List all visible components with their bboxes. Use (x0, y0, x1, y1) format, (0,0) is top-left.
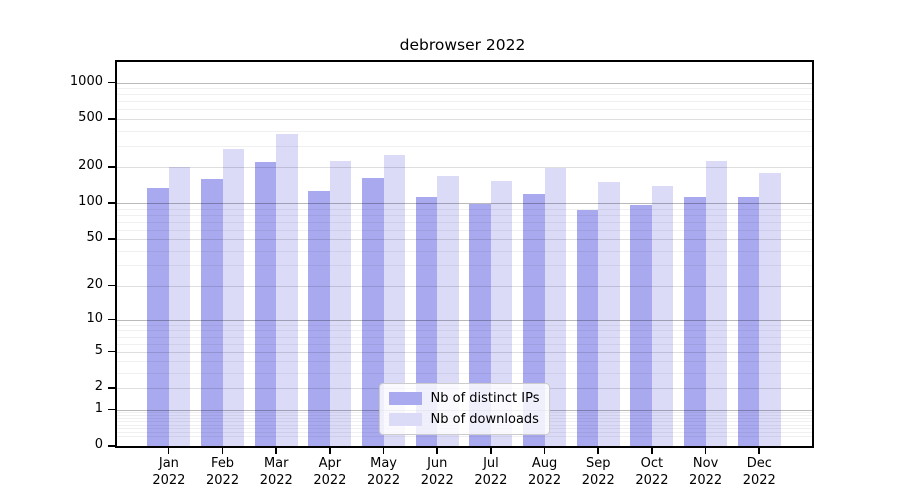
y-axis-tick-mark-20 (108, 284, 115, 287)
x-axis-tick-label-jul: Jul 2022 (474, 456, 508, 488)
bar-feb-downloads (222, 149, 245, 446)
bar-mar-downloads (276, 134, 298, 446)
y-axis-tick-mark-200 (108, 166, 115, 168)
y-axis-tick-label-0: 0 (94, 437, 103, 452)
x-axis-tick-label-oct: Oct 2022 (635, 456, 669, 488)
x-axis-tick-label-aug: Aug 2022 (528, 456, 562, 488)
x-axis-tick-mark-dec (758, 448, 760, 454)
bar-nov-downloads (705, 161, 728, 446)
x-axis-tick-mark-apr (328, 448, 331, 454)
x-axis-tick-label-nov: Nov 2022 (689, 456, 723, 488)
y-axis-tick-label-500: 500 (78, 110, 103, 125)
y-axis-tick-label-1: 1 (94, 400, 103, 416)
y-axis-tick-label-50: 50 (86, 230, 103, 246)
bar-dec-distinct-ips (737, 197, 760, 446)
x-axis-tick-mark-nov (704, 448, 707, 454)
x-axis-tick-label-sep: Sep 2022 (581, 456, 615, 488)
legend-label-downloads: Nb of downloads (430, 412, 539, 427)
bar-nov-distinct-ips (684, 197, 706, 446)
bar-may-downloads (383, 155, 406, 446)
bar-oct-distinct-ips (630, 205, 652, 446)
x-axis-tick-mark-sep (597, 448, 599, 454)
bar-jul-downloads (490, 181, 513, 446)
x-axis-tick-label-feb: Feb 2022 (206, 456, 240, 488)
legend-label-distinct-ips: Nb of distinct IPs (430, 391, 540, 406)
legend-entry-downloads: Nb of downloads (388, 412, 540, 427)
x-axis-tick-mark-mar (275, 448, 277, 454)
y-axis-tick-mark-1 (108, 408, 115, 411)
y-axis-tick-mark-5 (108, 350, 115, 353)
legend-swatch-distinct-ips (388, 392, 422, 405)
x-axis-tick-label-dec: Dec 2022 (742, 456, 776, 488)
x-axis-tick-mark-aug (543, 448, 546, 454)
legend-entry-distinct-ips: Nb of distinct IPs (388, 391, 540, 406)
y-axis-tick-mark-10 (108, 318, 115, 321)
legend: Nb of distinct IPs Nb of downloads (378, 383, 551, 435)
bar-may-distinct-ips (362, 177, 384, 446)
x-axis-tick-mark-may (382, 448, 385, 454)
x-axis-tick-mark-feb (221, 448, 224, 454)
x-axis-tick-mark-jun (436, 448, 438, 454)
x-axis-tick-label-may: May 2022 (367, 456, 401, 488)
legend-swatch-downloads (388, 413, 422, 426)
chart-title: debrowser 2022 (399, 36, 526, 54)
y-axis-tick-mark-0 (108, 445, 115, 447)
bar-sep-distinct-ips (576, 209, 599, 446)
y-axis-tick-mark-100 (108, 202, 115, 204)
y-axis-tick-mark-2 (108, 387, 115, 389)
bar-jun-downloads (437, 175, 459, 446)
bar-aug-downloads (544, 168, 567, 446)
y-axis-tick-label-2: 2 (94, 379, 103, 395)
y-axis-tick-label-100: 100 (78, 194, 103, 210)
x-axis-tick-mark-jan (167, 448, 170, 454)
bar-jan-distinct-ips (147, 187, 169, 446)
y-axis-tick-mark-1000 (108, 81, 115, 84)
x-axis-tick-label-jun: Jun 2022 (420, 456, 454, 488)
y-axis-tick-label-20: 20 (86, 276, 103, 292)
y-axis-tick-label-1000: 1000 (69, 73, 103, 89)
bar-mar-distinct-ips (254, 162, 277, 446)
bar-feb-distinct-ips (201, 178, 223, 446)
bar-apr-distinct-ips (308, 191, 330, 446)
bar-oct-downloads (651, 185, 674, 446)
bar-jan-downloads (168, 167, 191, 446)
x-axis-tick-mark-jul (489, 448, 492, 454)
plot-area: Nb of distinct IPs Nb of downloads (115, 60, 814, 448)
x-axis-tick-label-jan: Jan 2022 (152, 456, 186, 488)
bar-dec-downloads (759, 172, 781, 446)
y-axis-tick-mark-500 (108, 118, 115, 120)
x-axis-tick-mark-oct (650, 448, 653, 454)
bar-apr-downloads (329, 160, 352, 446)
y-axis-tick-mark-50 (108, 238, 115, 240)
bar-sep-downloads (598, 182, 620, 446)
y-axis-tick-label-5: 5 (94, 342, 103, 358)
x-axis-tick-label-apr: Apr 2022 (313, 456, 347, 488)
y-axis-tick-label-200: 200 (78, 158, 103, 174)
y-axis-tick-label-10: 10 (86, 310, 103, 326)
x-axis-tick-label-mar: Mar 2022 (259, 456, 293, 488)
